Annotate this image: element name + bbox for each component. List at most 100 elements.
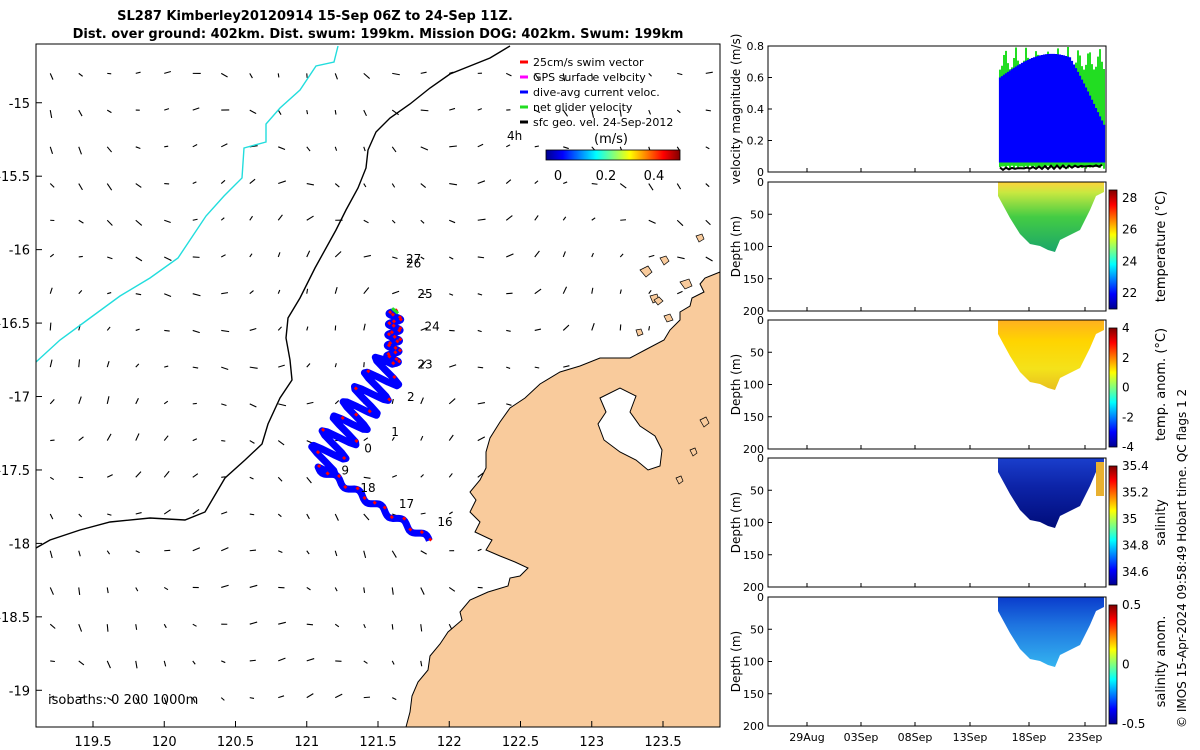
colorbar-label: temp. anom. (°C) xyxy=(1154,328,1169,441)
vector-arrow xyxy=(78,183,83,191)
y-tick-label: 0 xyxy=(757,314,764,327)
vector-arrow xyxy=(391,109,399,116)
vector-arrow xyxy=(448,511,453,515)
vector-arrow xyxy=(420,146,429,151)
vector-arrow xyxy=(563,181,568,185)
vector-arrow xyxy=(334,623,340,628)
vector-arrow xyxy=(78,219,84,224)
vector-arrow xyxy=(78,623,83,632)
vector-arrow xyxy=(306,146,311,152)
vector-arrow xyxy=(220,697,225,701)
vector-arrow xyxy=(334,146,338,151)
y-tick-label: 50 xyxy=(750,208,764,221)
y-tick-label: 0 xyxy=(757,176,764,189)
day-label: 2 xyxy=(407,390,415,404)
lon-tick-label: 121 xyxy=(294,735,319,750)
day-label: 23 xyxy=(417,358,432,372)
vector-arrow xyxy=(106,183,113,191)
vector-arrow xyxy=(50,695,55,699)
vector-arrow xyxy=(420,293,427,295)
lon-tick-label: 122.5 xyxy=(502,735,539,750)
vector-arrow xyxy=(477,436,486,442)
y-tick-label: 0.4 xyxy=(747,103,765,116)
vector-arrow xyxy=(562,286,568,294)
net-velocity-end-marker xyxy=(391,307,400,315)
vector-arrow xyxy=(220,72,228,78)
vector-arrow xyxy=(619,183,627,189)
vector-arrow xyxy=(534,215,539,221)
vector-arrow xyxy=(221,476,226,478)
vector-arrow xyxy=(192,623,197,627)
vector-arrow xyxy=(648,72,652,77)
vector-arrow xyxy=(334,400,340,405)
vector-arrow xyxy=(192,473,199,478)
vector-arrow xyxy=(677,256,685,260)
vector-arrow xyxy=(391,624,394,630)
vector-arrow xyxy=(449,293,454,296)
vector-arrow xyxy=(192,508,200,515)
vector-arrow xyxy=(106,326,111,331)
vector-arrow xyxy=(135,328,140,331)
y-axis-label: Depth (m) xyxy=(729,631,743,692)
vector-arrow xyxy=(78,396,82,405)
day-label: 24 xyxy=(425,319,440,333)
vector-arrow xyxy=(249,476,254,480)
vector-arrow xyxy=(163,623,167,629)
velocity-series xyxy=(998,47,1106,172)
vector-arrow xyxy=(448,256,454,260)
colorbar-tick-label: 22 xyxy=(1122,286,1137,300)
x-tick-label: 23Sep xyxy=(1068,731,1103,744)
lon-tick-label: 123 xyxy=(579,735,604,750)
legend-label: 25cm/s swim vector xyxy=(533,56,644,69)
colorbar-tick-label: -4 xyxy=(1122,440,1134,454)
legend-label: GPS surface velocity xyxy=(533,71,646,84)
vector-arrow xyxy=(363,146,366,152)
vector-arrow xyxy=(106,697,114,702)
vector-arrow xyxy=(334,550,338,557)
vector-arrow xyxy=(392,256,398,260)
vector-arrow xyxy=(562,324,570,331)
vector-arrow xyxy=(619,289,622,294)
vector-arrow xyxy=(192,547,201,552)
vector-arrow xyxy=(619,324,622,331)
legend-label: sfc geo. vel. 24-Sep-2012 xyxy=(533,116,673,129)
y-tick-label: 0 xyxy=(757,166,764,179)
vector-arrow xyxy=(249,440,255,444)
vector-arrow xyxy=(164,365,169,368)
x-tick-label: 03Sep xyxy=(844,731,879,744)
vector-arrow xyxy=(420,360,427,368)
lat-tick-label: -17 xyxy=(9,391,30,406)
vector-arrow xyxy=(277,252,281,258)
vector-arrow xyxy=(534,288,542,295)
vector-arrow xyxy=(448,473,453,478)
title-line-1: SL287 Kimberley20120914 15-Sep 06Z to 24… xyxy=(117,9,513,24)
vector-arrow xyxy=(705,71,713,74)
vector-arrow xyxy=(278,180,286,185)
colorbar-tick-label: 0 xyxy=(554,169,562,184)
vector-arrow xyxy=(591,252,594,258)
vector-arrow xyxy=(163,435,169,441)
vector-arrow xyxy=(420,219,425,224)
vector-arrow xyxy=(620,219,627,221)
vector-arrow xyxy=(221,329,230,333)
vector-arrow xyxy=(163,660,167,667)
vector-arrow xyxy=(420,660,423,667)
vector-arrow xyxy=(78,72,83,77)
vector-arrow xyxy=(306,288,309,294)
colorbar-label: salinity anom. xyxy=(1154,616,1169,708)
vector-arrow xyxy=(49,73,54,80)
colorbar xyxy=(1108,327,1118,448)
vector-arrow xyxy=(420,183,427,188)
vector-arrow xyxy=(249,215,253,221)
y-tick-label: 0.8 xyxy=(747,40,765,53)
vector-arrow xyxy=(506,366,511,369)
vector-arrow xyxy=(363,623,366,629)
lat-tick-label: -15 xyxy=(9,97,30,112)
y-tick-label: 50 xyxy=(750,623,764,636)
vector-arrow xyxy=(49,623,56,629)
surface-velocity-series xyxy=(999,163,1103,172)
vector-arrow xyxy=(192,438,198,442)
vector-arrow xyxy=(249,290,254,295)
vector-arrow xyxy=(135,293,142,296)
